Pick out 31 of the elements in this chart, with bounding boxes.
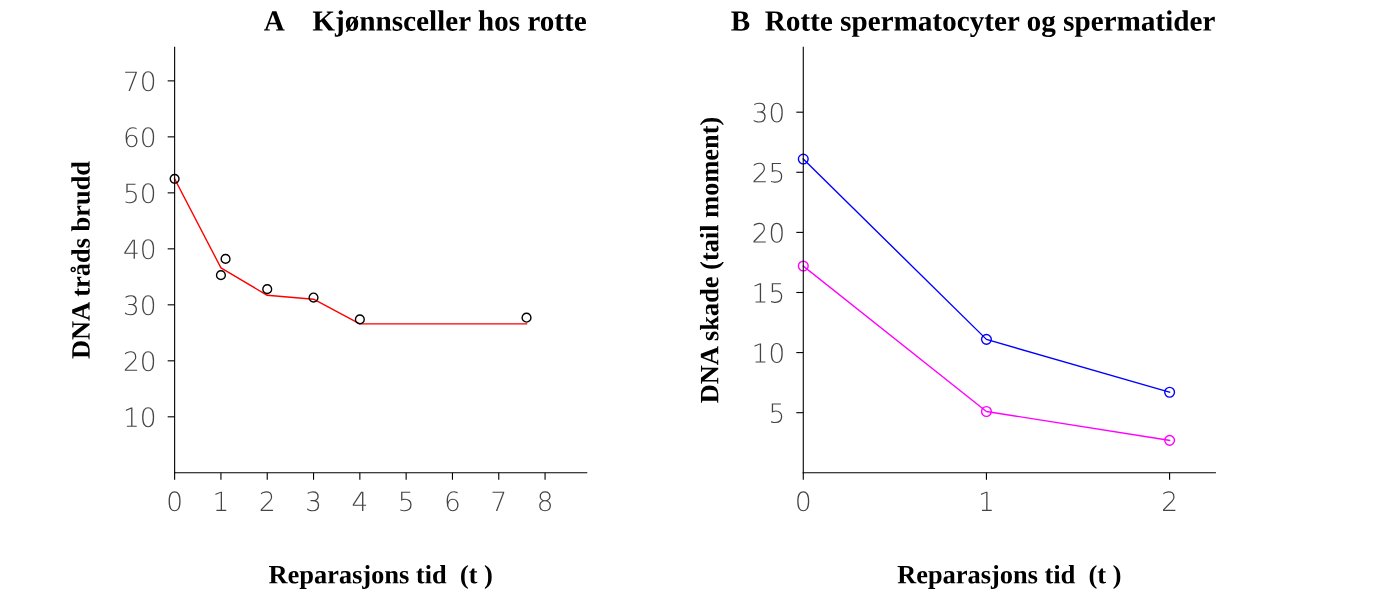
x-tick-label: 3	[307, 491, 320, 512]
y-tick-label: 20	[124, 351, 155, 372]
y-tick-label: 40	[124, 239, 155, 260]
y-tick-label: 5	[771, 403, 783, 424]
x-tick-label: 0	[168, 491, 181, 512]
x-tick-label: 8	[539, 491, 551, 512]
y-tick-label: 25	[753, 162, 783, 183]
y-axis-title: DNA tråds brudd	[70, 161, 90, 359]
y-tick-label: 15	[754, 283, 783, 303]
x-tick-label: 0	[797, 491, 810, 512]
y-tick-label: 60	[125, 127, 155, 148]
y-tick-label: 30	[125, 295, 155, 316]
y-tick-label: 20	[753, 222, 783, 243]
x-axis-title: Reparasjons tid (t )	[897, 565, 1121, 589]
x-tick-label: 4	[352, 491, 367, 511]
x-tick-label: 7	[492, 491, 505, 511]
x-tick-label: 5	[400, 491, 412, 512]
chart-title: B Rotte spermatocyter og spermatider	[731, 10, 1215, 38]
y-tick-label: 50	[125, 183, 155, 204]
x-tick-label: 2	[260, 491, 273, 511]
chart-title: A Kjønnsceller hos rotte	[264, 10, 586, 37]
y-axis-title: DNA skade (tail moment)	[699, 117, 724, 403]
y-tick-label: 10	[754, 343, 783, 364]
x-tick-label: 2	[1163, 491, 1176, 511]
x-axis-title: Reparasjons tid (t )	[268, 565, 492, 589]
x-tick-label: 1	[215, 491, 227, 511]
y-tick-label: 10	[125, 407, 155, 428]
x-tick-label: 1	[980, 491, 992, 511]
y-tick-label: 30	[753, 102, 783, 123]
x-tick-label: 6	[446, 491, 459, 512]
y-tick-label: 70	[125, 71, 155, 92]
